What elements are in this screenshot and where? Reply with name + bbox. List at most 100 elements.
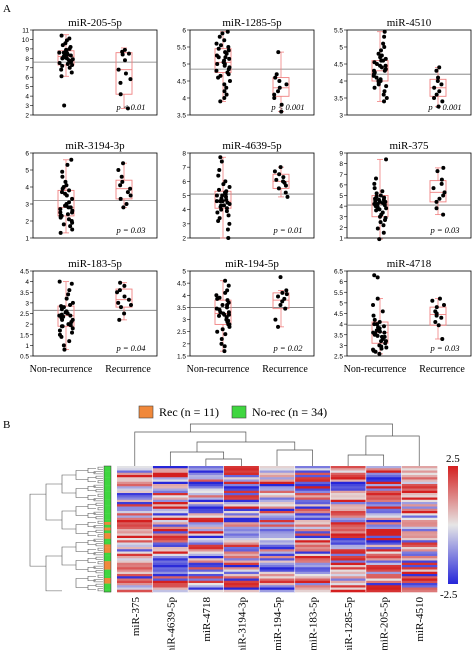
p-value-label: p = 0.01 [272, 225, 302, 235]
dendrogram-link [97, 493, 103, 497]
heatmap-cell [188, 484, 224, 487]
heatmap-cell [330, 562, 367, 566]
data-point [57, 61, 62, 66]
data-point [57, 50, 62, 55]
heatmap-cell [117, 508, 153, 512]
heatmap-cell [188, 535, 224, 539]
y-tick-label: 4 [339, 204, 343, 211]
colorbar: 2.5 -2.5 [440, 453, 460, 601]
dendrogram-link [87, 467, 96, 474]
dendrogram-link [87, 503, 96, 510]
data-point [69, 70, 74, 75]
heatmap-cell [401, 495, 438, 498]
heatmap-cell [365, 466, 402, 469]
data-point [384, 206, 389, 211]
heatmap-cell [294, 484, 331, 487]
y-tick-label: 6 [182, 28, 186, 35]
heatmap-cell [365, 583, 402, 586]
heatmap-cell [188, 562, 224, 566]
heatmap-cell [401, 515, 438, 519]
heatmap-cell [223, 551, 260, 555]
dendrogram-link [61, 546, 76, 566]
heatmap-cell [152, 583, 189, 586]
y-tick-label: 4.5 [334, 311, 343, 318]
heatmap-cell [401, 529, 438, 532]
data-point [434, 199, 439, 204]
data-point [60, 169, 65, 174]
heatmap-cell [330, 533, 367, 537]
group-sidebar-cell [104, 575, 111, 579]
dendrogram-link [97, 574, 103, 578]
heatmap-cell [294, 549, 331, 552]
data-point [66, 292, 71, 297]
data-point [62, 103, 67, 108]
data-point [273, 317, 278, 322]
data-point [59, 33, 64, 38]
heatmap-cell [152, 497, 189, 501]
data-point [279, 109, 284, 114]
category-label-recurrence: Recurrence [105, 364, 151, 375]
data-point [128, 186, 133, 191]
data-point [119, 174, 124, 179]
data-point [439, 177, 444, 182]
y-tick-label: 5 [182, 269, 186, 276]
dendrogram-link [61, 510, 76, 530]
data-point [384, 96, 389, 100]
heatmap-cell [294, 553, 331, 557]
data-point [382, 89, 387, 94]
heatmap-cell [223, 488, 260, 492]
data-point [432, 96, 437, 100]
heatmap-cell [117, 547, 153, 550]
data-point [382, 45, 387, 49]
heatmap-cell [117, 576, 153, 579]
y-tick-label: 8 [25, 56, 29, 63]
data-point [377, 351, 382, 356]
data-point [219, 203, 224, 208]
heatmap-cell [259, 562, 296, 566]
heatmap-cell [401, 526, 438, 530]
data-point [372, 322, 377, 327]
heatmap-cell [259, 497, 296, 501]
data-point [221, 182, 226, 187]
heatmap-cell [152, 484, 189, 487]
heatmap-cell [223, 583, 260, 586]
heatmap-cell [223, 515, 260, 519]
group-sidebar-cell [104, 522, 111, 525]
data-point [375, 226, 380, 231]
y-tick-label: 6 [25, 75, 29, 82]
heatmap-cell [401, 553, 438, 557]
plot-frame [189, 270, 315, 357]
heatmap-cell [330, 571, 367, 575]
box-iqr [214, 299, 232, 325]
data-point [214, 199, 219, 204]
data-point [62, 347, 67, 352]
data-point [374, 75, 379, 80]
heatmap-cell [152, 490, 189, 494]
heatmap-cell [401, 484, 438, 487]
heatmap-cell [152, 524, 189, 528]
heatmap-cell [294, 502, 331, 505]
heatmap-cell [188, 493, 224, 496]
heatmap-cell [330, 535, 367, 539]
heatmap-cell [401, 486, 438, 489]
data-point [60, 43, 65, 48]
heatmap-cell [294, 495, 331, 498]
heatmap-cell [365, 520, 402, 523]
data-point [384, 157, 389, 162]
heatmap-cell [188, 571, 224, 575]
data-point [61, 185, 66, 189]
heatmap-cell [223, 470, 260, 474]
data-point [276, 324, 281, 329]
group-sidebar-cell [104, 468, 111, 472]
heatmap-cell [152, 538, 189, 541]
dendrogram-link [87, 530, 96, 537]
heatmap-cell [259, 466, 296, 469]
group-sidebar-cell [104, 505, 111, 509]
heatmap-cell [330, 511, 367, 514]
heatmap-cell [259, 538, 296, 541]
group-sidebar-cell [104, 524, 111, 528]
heatmap-cell [294, 544, 331, 548]
legend-label-rec: Rec (n = 11) [159, 405, 219, 419]
dendrogram-link [29, 493, 46, 567]
heatmap-cell [330, 567, 367, 570]
